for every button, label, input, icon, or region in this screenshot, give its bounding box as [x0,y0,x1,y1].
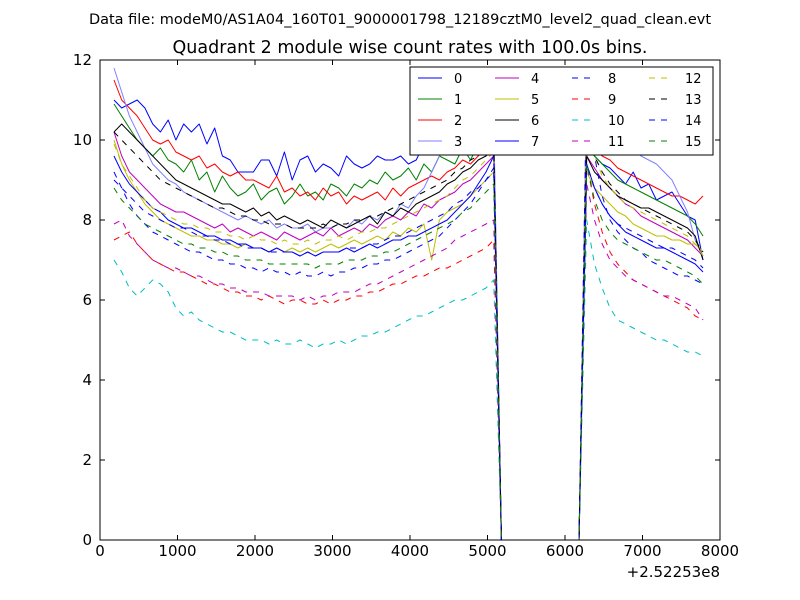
legend-label-4: 4 [531,72,539,87]
legend-label-5: 5 [531,93,539,108]
figure-suptitle: Data file: modeM0/AS1A04_160T01_90000017… [89,12,711,28]
series-line-2 [113,79,704,540]
series-line-5 [113,139,704,540]
legend-label-3: 3 [454,135,462,150]
y-tick-label: 10 [73,131,92,149]
series-line-0 [113,99,704,540]
y-tick-label: 8 [82,211,92,229]
series-line-10 [113,219,704,540]
legend-label-10: 10 [608,114,625,129]
x-tick-label: 3000 [313,542,351,560]
x-tick-label: 7000 [623,542,661,560]
series-line-6 [113,123,704,540]
tick-layer: 0 1000 2000 3000 4000 5000 6000 7000 80000246810… [73,51,739,560]
x-tick-label: 0 [95,542,105,560]
plot-area-frame [99,59,721,541]
y-tick-label: 0 [82,531,92,549]
x-tick-label: 2000 [236,542,274,560]
x-tick-label: 1000 [158,542,196,560]
legend-label-14: 14 [685,114,702,129]
legend-label-13: 13 [685,93,702,108]
series-line-1 [113,103,704,540]
series-lines [113,67,704,540]
legend-label-8: 8 [608,72,616,87]
x-tick-label: 8000 [701,542,739,560]
legend-label-12: 12 [685,72,702,87]
series-line-8 [113,79,704,540]
x-tick-label: 6000 [546,542,584,560]
series-line-11 [113,183,704,540]
y-tick-label: 4 [82,371,92,389]
y-tick-label: 2 [82,451,92,469]
y-tick-label: 12 [73,51,92,69]
legend-label-2: 2 [454,114,462,129]
legend-label-9: 9 [608,93,616,108]
chart-title: Quadrant 2 module wise count rates with … [173,38,648,58]
legend-label-1: 1 [454,93,462,108]
y-tick-label: 6 [82,291,92,309]
series-line-14 [113,163,704,540]
legend-label-7: 7 [531,135,539,150]
series-line-15 [113,163,704,540]
x-offset-label: +2.52253e8 [627,563,720,581]
legend-box [409,66,714,156]
legend-label-0: 0 [454,72,462,87]
legend-label-15: 15 [685,135,702,150]
series-layer [113,67,704,540]
series-line-13 [113,131,704,540]
x-tick-label: 4000 [391,542,429,560]
legend-label-6: 6 [531,114,539,129]
x-tick-label: 5000 [468,542,506,560]
legend-label-11: 11 [608,135,625,150]
